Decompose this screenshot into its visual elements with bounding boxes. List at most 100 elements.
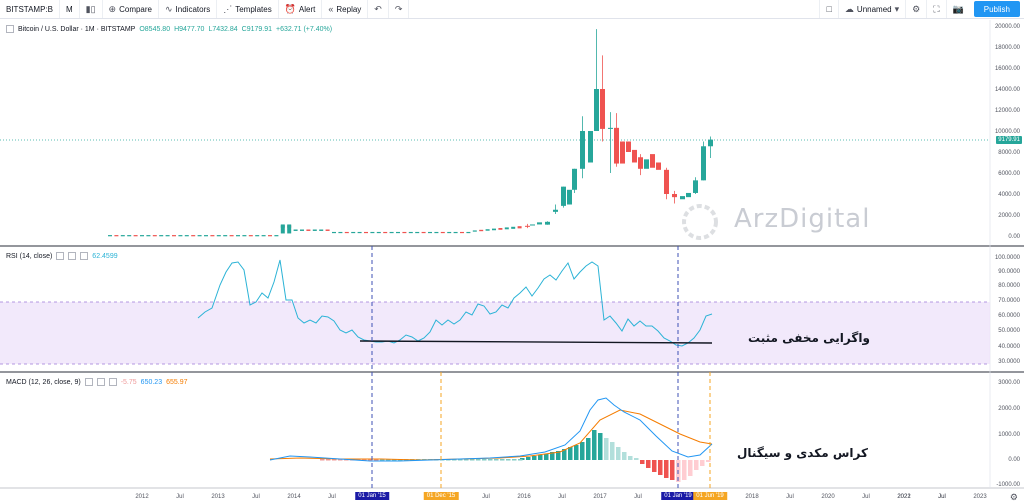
candle bbox=[248, 235, 253, 237]
macd-hist-bar bbox=[628, 456, 633, 460]
undo-button[interactable]: ↶ bbox=[368, 0, 389, 18]
candle bbox=[517, 226, 522, 229]
candle-style-button[interactable]: ▮▯ bbox=[80, 0, 103, 18]
macd-hist-bar bbox=[458, 459, 463, 461]
time-tick-label: 2022 bbox=[897, 494, 911, 500]
candle bbox=[485, 229, 490, 231]
macd-hist-bar bbox=[610, 442, 615, 460]
candle bbox=[440, 231, 445, 234]
camera-icon: 📷 bbox=[952, 3, 964, 14]
price-tick-label: 12000.00 bbox=[994, 108, 1020, 114]
time-tick-label: 2023 bbox=[973, 494, 987, 500]
candle bbox=[572, 168, 577, 190]
time-tick-label: 2020 bbox=[821, 494, 835, 500]
rsi-tick-label: 100.0000 bbox=[994, 255, 1020, 261]
macd-hist-bar bbox=[634, 458, 639, 460]
macd-hist-bar bbox=[368, 459, 373, 461]
macd-hist-bar bbox=[640, 460, 645, 464]
time-tick-label: Jul bbox=[786, 494, 794, 500]
redo-button[interactable]: ↷ bbox=[389, 0, 410, 18]
time-tick-label: 2016 bbox=[517, 494, 531, 500]
time-marker: 01 Jan '19 bbox=[661, 492, 695, 500]
candles-icon: ▮▯ bbox=[85, 3, 96, 14]
candle bbox=[389, 231, 394, 234]
candle bbox=[428, 231, 432, 234]
snapshot-button[interactable]: 📷 bbox=[945, 0, 970, 18]
macd-hist-bar bbox=[470, 459, 475, 461]
candle bbox=[614, 127, 619, 164]
watermark-logo bbox=[682, 204, 718, 240]
symbol-label: BITSTAMP:B bbox=[6, 4, 53, 14]
redo-icon: ↷ bbox=[394, 3, 403, 14]
candle bbox=[708, 139, 713, 147]
fullscreen-button[interactable]: ⛶ bbox=[926, 0, 945, 18]
price-tick-label: 16000.00 bbox=[994, 66, 1020, 72]
candle bbox=[293, 229, 298, 231]
macd-legend: MACD (12, 26, close, 9) -5.75 650.23 655… bbox=[6, 378, 188, 386]
interval-button[interactable]: M bbox=[60, 0, 80, 18]
candle bbox=[402, 231, 407, 234]
signal-line bbox=[269, 409, 713, 461]
rsi-tick-label: 60.0000 bbox=[998, 313, 1020, 319]
settings-icon[interactable] bbox=[68, 252, 77, 260]
candle bbox=[261, 235, 266, 237]
candle bbox=[680, 196, 685, 200]
eye-icon[interactable] bbox=[56, 252, 65, 260]
alert-button[interactable]: ⏰ Alert bbox=[279, 0, 323, 18]
candle bbox=[370, 231, 375, 234]
main-legend: Bitcoin / U.S. Dollar · 1M · BITSTAMP O8… bbox=[6, 25, 332, 33]
change-value: +632.71 (+7.40%) bbox=[276, 25, 333, 33]
layout-select-button[interactable]: □ bbox=[819, 0, 837, 18]
rsi-tick-label: 30.0000 bbox=[998, 359, 1020, 365]
macd-hist-bar bbox=[538, 455, 543, 460]
candle bbox=[686, 192, 691, 198]
eye-icon[interactable] bbox=[84, 378, 93, 386]
macd-hist-bar bbox=[652, 460, 657, 472]
macd-hist-bar bbox=[380, 459, 385, 461]
candle bbox=[236, 235, 240, 237]
candle bbox=[344, 231, 349, 234]
rsi-line bbox=[197, 259, 713, 347]
candle bbox=[338, 231, 343, 234]
collapse-icon[interactable] bbox=[6, 25, 14, 33]
templates-button[interactable]: ⋰ Templates bbox=[217, 0, 279, 18]
settings-button[interactable]: ⚙ bbox=[905, 0, 926, 18]
settings-icon[interactable] bbox=[96, 378, 105, 386]
symbol-search-button[interactable]: BITSTAMP:B bbox=[0, 0, 60, 18]
macd-hist-bar bbox=[362, 459, 367, 461]
macd-value: 650.23 bbox=[140, 378, 163, 386]
publish-button[interactable]: Publish bbox=[973, 1, 1020, 17]
macd-hist-bar bbox=[562, 449, 567, 460]
time-tick-label: Jul bbox=[634, 494, 642, 500]
indicators-label: Indicators bbox=[175, 4, 211, 14]
candle bbox=[204, 235, 208, 237]
time-tick-label: 2013 bbox=[211, 494, 225, 500]
macd-tick-label: -1000.00 bbox=[996, 482, 1020, 488]
candle bbox=[600, 89, 605, 129]
candle bbox=[152, 235, 157, 237]
close-icon[interactable] bbox=[108, 378, 117, 386]
gear-icon: ⚙ bbox=[912, 3, 921, 14]
macd-hist-bar bbox=[500, 459, 505, 461]
candle bbox=[383, 231, 388, 234]
macd-hist-bar bbox=[512, 459, 517, 461]
time-tick-label: Jul bbox=[176, 494, 184, 500]
alarm-clock-icon: ⏰ bbox=[284, 3, 296, 14]
replay-button[interactable]: «Replay bbox=[322, 0, 369, 18]
macd-hist-bar bbox=[476, 459, 481, 461]
divergence-trendline[interactable] bbox=[359, 340, 713, 344]
gear-icon[interactable]: ⚙ bbox=[1009, 492, 1018, 502]
signal-value: 655.97 bbox=[166, 378, 188, 386]
candle bbox=[567, 189, 572, 205]
layout-name-button[interactable]: ☁ Unnamed ▾ bbox=[837, 0, 905, 18]
candle bbox=[580, 131, 585, 169]
candle bbox=[120, 235, 125, 237]
rsi-tick-label: 40.0000 bbox=[998, 344, 1020, 350]
compare-button[interactable]: ⊕ Compare bbox=[103, 0, 159, 18]
close-icon[interactable] bbox=[80, 252, 89, 260]
candle bbox=[191, 235, 196, 237]
macd-hist-bar bbox=[452, 459, 457, 461]
indicators-button[interactable]: ∿ Indicators bbox=[159, 0, 218, 18]
candle bbox=[108, 235, 112, 237]
